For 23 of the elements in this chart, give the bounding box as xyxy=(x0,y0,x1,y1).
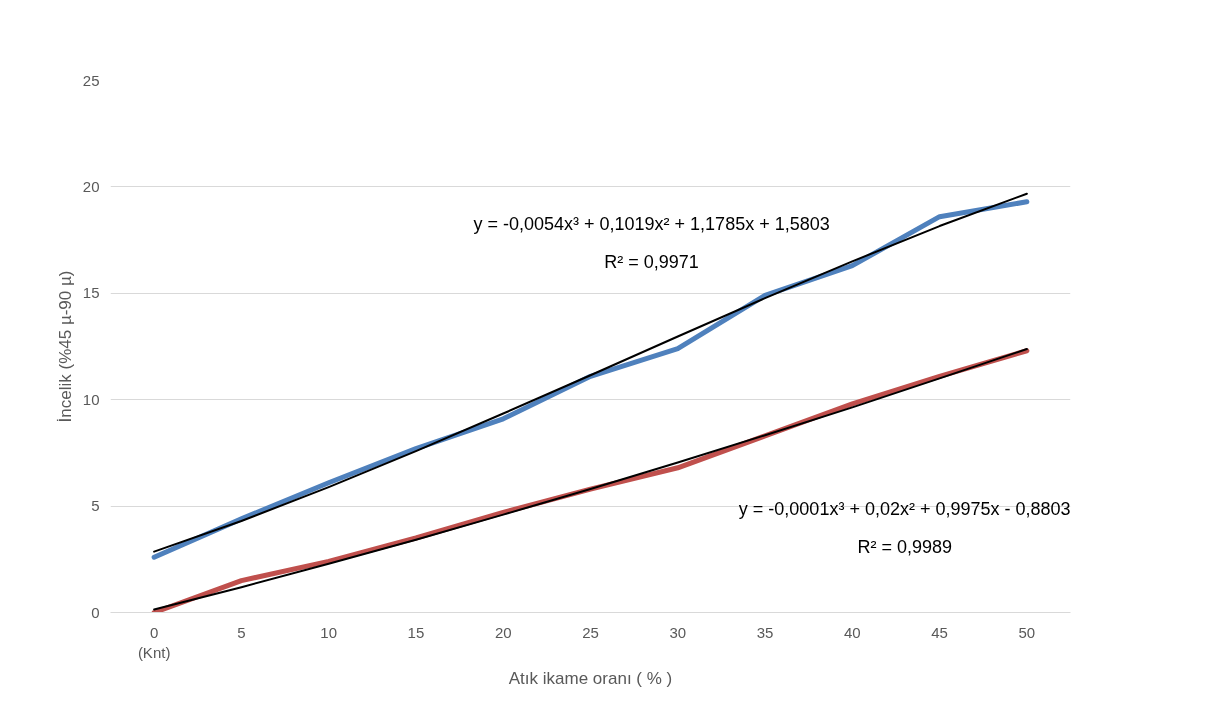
y-tick-label: 10 xyxy=(82,390,100,408)
x-tick-label: 25 xyxy=(582,623,599,641)
x-tick-label: 50 xyxy=(1018,623,1036,641)
annotation: R² = 0,9971 xyxy=(604,252,699,273)
x-tick-label: 20 xyxy=(494,623,512,641)
x-tick-label: 30 xyxy=(669,623,687,641)
x-tick-label: 10 xyxy=(320,623,338,641)
annotation: y = -0,0001x³ + 0,02x² + 0,9975x - 0,8803 xyxy=(738,498,1071,519)
x-tick-label: 40 xyxy=(843,623,861,641)
x-tick-label: 15 xyxy=(407,623,425,641)
annotation: R² = 0,9989 xyxy=(857,537,952,558)
y-tick-label: 15 xyxy=(82,284,100,302)
x-tick-label: 0 (Knt) xyxy=(137,623,171,661)
y-tick-label: 20 xyxy=(82,177,100,195)
y-tick-label: 0 xyxy=(91,603,100,621)
x-tick-label: 5 xyxy=(237,623,246,641)
y-axis-title: İncelik (%45 µ-90 µ) xyxy=(55,270,75,423)
annotation: y = -0,0054x³ + 0,1019x² + 1,1785x + 1,5803 xyxy=(473,213,830,234)
x-tick-label: 45 xyxy=(931,623,948,641)
y-tick-label: 25 xyxy=(82,71,100,89)
y-tick-label: 5 xyxy=(91,497,100,515)
x-tick-label: 35 xyxy=(756,623,774,641)
x-axis-title: Atık ikame oranı ( % ) xyxy=(508,668,673,688)
